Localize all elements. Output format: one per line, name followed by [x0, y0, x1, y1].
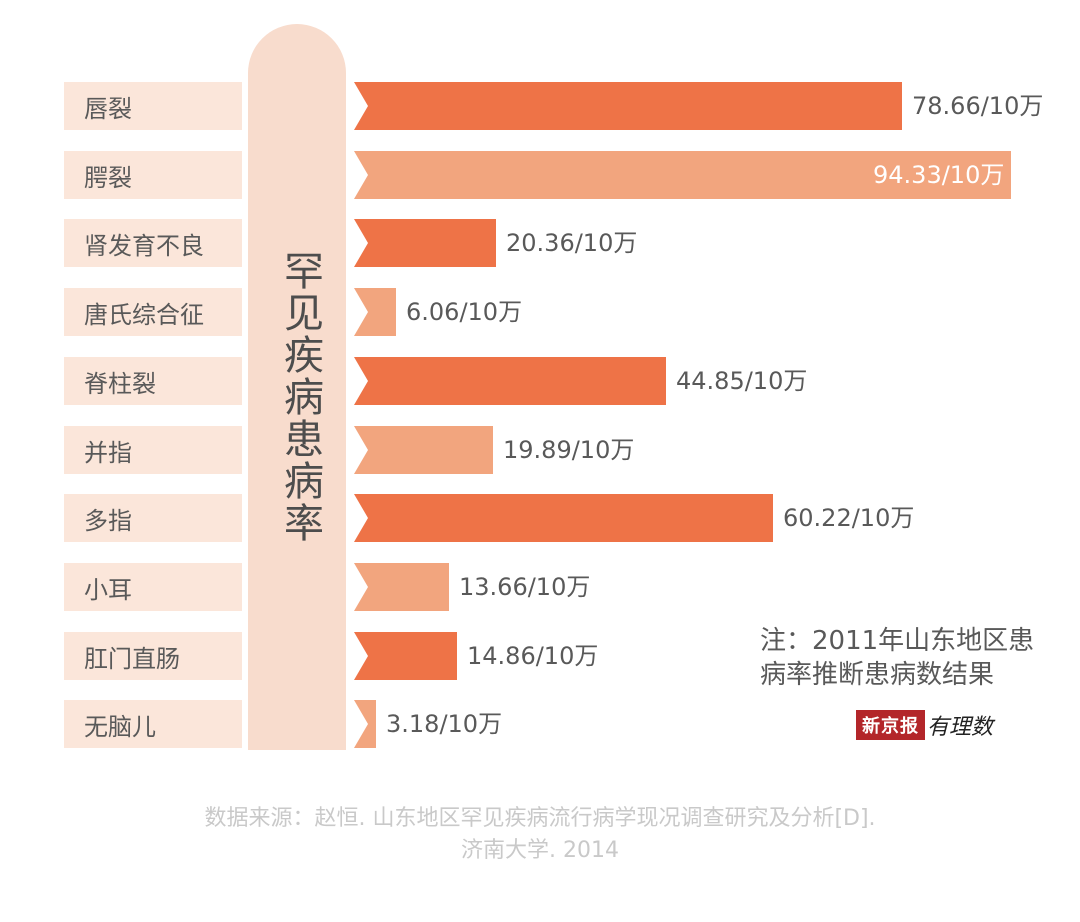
logo-sub: 有理数 — [927, 715, 994, 740]
category-label: 肛门直肠 — [64, 632, 242, 680]
bar-value-label: 78.66/10万 — [912, 92, 1044, 120]
category-label: 多指 — [64, 494, 242, 542]
category-label: 腭裂 — [64, 151, 242, 199]
bar-notch — [354, 700, 368, 748]
bar — [354, 357, 666, 405]
bar-value-label: 19.89/10万 — [503, 436, 635, 464]
bar-notch — [354, 494, 368, 542]
bar-notch — [354, 288, 368, 336]
bar-value-label: 94.33/10万 — [873, 161, 1005, 189]
bar-notch — [354, 632, 368, 680]
note-line-1: 注：2011年山东地区患 — [760, 626, 1035, 656]
bar-notch — [354, 219, 368, 267]
category-label: 唐氏综合征 — [64, 288, 242, 336]
category-label: 无脑儿 — [64, 700, 242, 748]
category-label: 小耳 — [64, 563, 242, 611]
bar-value-label: 20.36/10万 — [506, 229, 638, 257]
bar — [354, 563, 449, 611]
bar-value-label: 44.85/10万 — [676, 367, 808, 395]
category-label: 并指 — [64, 426, 242, 474]
bar-value-label: 14.86/10万 — [467, 642, 599, 670]
note-line-2: 病率推断患病数结果 — [760, 660, 995, 690]
bar-notch — [354, 426, 368, 474]
bar-notch — [354, 82, 368, 130]
logo-brand: 新京报 — [856, 710, 925, 740]
bar — [354, 632, 457, 680]
category-label: 脊柱裂 — [64, 357, 242, 405]
bar — [354, 151, 1011, 199]
bar-notch — [354, 151, 368, 199]
bar — [354, 82, 902, 130]
bar-value-label: 13.66/10万 — [459, 573, 591, 601]
category-label: 唇裂 — [64, 82, 242, 130]
source-line-2: 济南大学. 2014 — [461, 838, 619, 863]
bar — [354, 426, 493, 474]
chart-title: 罕见疾病患病率 — [277, 250, 323, 544]
bar — [354, 219, 496, 267]
source-line-1: 数据来源：赵恒. 山东地区罕见疾病流行病学现况调查研究及分析[D]. — [204, 806, 876, 831]
bar — [354, 494, 773, 542]
bar-notch — [354, 563, 368, 611]
title-pillar — [248, 24, 346, 750]
bar-value-label: 6.06/10万 — [406, 298, 523, 326]
brand-logo: 新京报 有理数 — [856, 710, 993, 740]
bar-notch — [354, 357, 368, 405]
category-label: 肾发育不良 — [64, 219, 242, 267]
bar-value-label: 60.22/10万 — [783, 504, 915, 532]
chart-note: 注：2011年山东地区患 病率推断患病数结果 — [760, 624, 1034, 692]
bar-value-label: 3.18/10万 — [386, 710, 503, 738]
